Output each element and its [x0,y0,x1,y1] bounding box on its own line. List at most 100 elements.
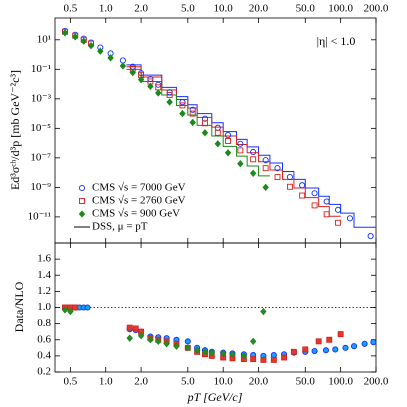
y-tick-label: 10⁻¹¹ [28,210,51,222]
ratio-point [260,307,267,316]
ratio-point [173,342,180,350]
ratio-point [326,336,333,343]
legend-label: DSS, μ = pT [92,221,148,233]
data-point [97,47,104,55]
ratio-point [72,304,79,311]
data-point [367,233,374,240]
model-curve [126,64,376,228]
data-point [189,106,196,113]
data-point [201,115,209,122]
y-tick-label: 10⁻⁵ [30,122,51,134]
x-tick-label-top: 50.0 [296,3,316,15]
ratio-point [67,307,74,316]
ratio-point [260,356,267,363]
ratio-point [302,346,309,353]
data-point [274,174,281,181]
ratio-point [229,350,236,358]
data-point [335,219,341,226]
data-point [323,198,330,205]
data-point [299,182,306,189]
legend-marker [78,184,86,192]
data-point [286,174,293,181]
data-point [214,129,221,136]
ratio-point [126,334,133,342]
ratio-point [290,348,297,355]
legend-label: CMS √s = 900 GeV [92,208,180,220]
data-point [237,140,244,147]
data-point [80,37,87,45]
data-point [286,183,293,190]
y-tick-label: 1.2 [37,285,51,297]
x-tick-label: 200.0 [364,376,389,388]
x-tick-label: 5.0 [181,376,195,388]
ratio-point [361,340,368,347]
ratio-point [342,344,349,351]
x-tick-label-top: 20.0 [249,3,269,15]
data-point [274,165,281,172]
ratio-point [126,324,133,331]
data-point [166,92,173,99]
ratio-point [337,331,344,338]
data-point [87,41,95,50]
y-tick-label: 10⁻⁷ [30,151,51,163]
data-point [250,156,257,163]
annotation: |η| < 1.0 [317,34,356,48]
x-tick-label-top: 100.0 [328,3,353,15]
data-point [311,202,318,209]
data-point [262,165,269,172]
y-tick-label: 1.6 [37,253,51,265]
bottom-frame [54,242,377,373]
x-tick-label: 100.0 [328,376,353,388]
data-point [250,148,257,156]
data-point [262,157,269,164]
data-point [72,33,79,41]
data-point [201,129,209,137]
model-curve [126,68,270,177]
x-tick-label: 10.0 [214,376,234,388]
y-tick-label: 10⁻³ [31,92,52,104]
ratio-point [281,354,288,361]
data-point [166,98,173,106]
ratio-y-axis-label: Data/NLO [12,281,26,332]
x-tick-label: 20.0 [249,376,269,388]
y-tick-label: 1.0 [37,301,51,313]
ratio-point [350,343,358,350]
ratio-point [132,325,139,332]
data-point [214,140,222,148]
data-point [179,102,186,109]
x-tick-label-top: 0.5 [63,3,77,15]
ratio-point [201,348,209,356]
x-tick-label-top: 5.0 [181,3,195,15]
x-tick-label: 50.0 [296,376,316,388]
y-tick-label: 10⁻⁹ [30,181,51,193]
ratio-point [249,337,257,346]
legend-marker [78,210,86,218]
data-point [189,110,196,117]
ratio-point [322,347,330,354]
ratio-point [219,349,227,358]
data-point [202,120,208,127]
ratio-point [184,344,192,352]
ratio-point [311,347,318,355]
ratio-point [208,348,215,357]
ratio-point [240,352,248,360]
data-point [155,89,162,97]
data-point [262,183,269,192]
ratio-point [270,352,277,359]
y-tick-label: 0.2 [37,366,51,378]
ratio-point [332,346,339,353]
ratio-point [61,306,69,314]
ratio-point [163,340,170,348]
legend-label: CMS √s = 2760 GeV [92,195,186,207]
x-tick-label-top: 2.0 [134,3,148,15]
data-point [137,75,145,84]
x-tick-label: 0.5 [63,376,77,388]
ratio-point [315,338,322,345]
ratio-point [184,338,191,345]
x-tick-label: 2.0 [134,376,148,388]
ratio-point [270,356,277,363]
ratio-point [250,356,257,363]
data-point [323,211,330,218]
x-tick-label-top: 200.0 [364,3,389,15]
